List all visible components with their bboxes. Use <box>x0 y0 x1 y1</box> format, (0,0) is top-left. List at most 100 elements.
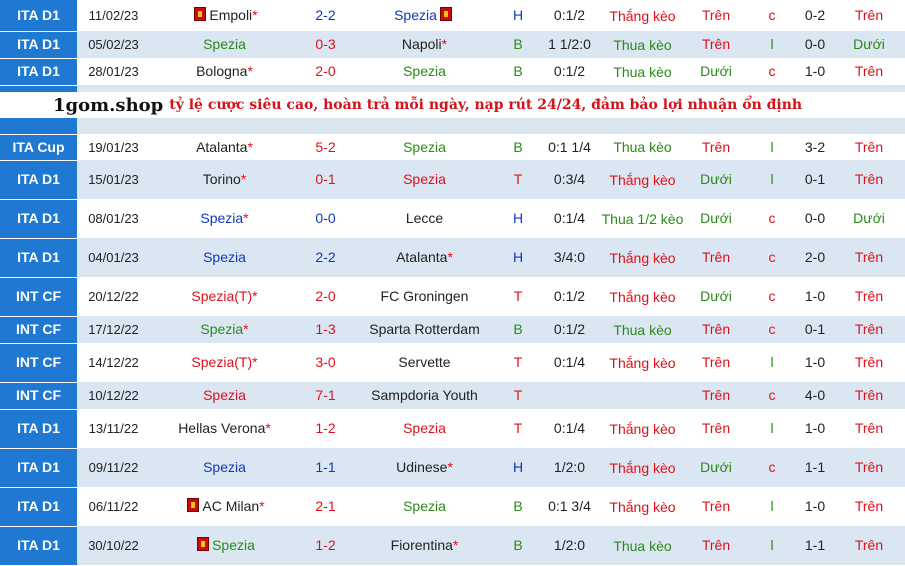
home-team-cell[interactable]: Spezia* <box>150 316 299 343</box>
home-team-name[interactable]: Spezia(T) <box>191 288 253 304</box>
away-team-cell[interactable]: Spezia <box>352 409 497 448</box>
league-cell[interactable]: ITA D1 <box>0 409 77 449</box>
match-score[interactable]: 0-0 <box>315 210 336 226</box>
league-label[interactable]: ITA D1 <box>17 63 60 79</box>
home-team-cell[interactable]: Spezia* <box>150 199 299 238</box>
league-cell[interactable]: INT CF <box>0 343 77 383</box>
promo-banner[interactable]: 1gom.shop tỷ lệ cược siêu cao, hoàn trả … <box>0 92 905 118</box>
home-team-name[interactable]: Hellas Verona <box>178 420 266 436</box>
site-brand[interactable]: 1gom.shop <box>53 94 164 116</box>
league-cell[interactable]: ITA D1 <box>0 448 77 488</box>
home-team-name[interactable]: Bologna <box>196 63 248 79</box>
league-label[interactable]: INT CF <box>15 354 62 370</box>
league-cell[interactable]: ITA D1 <box>0 0 77 32</box>
league-cell[interactable]: INT CF <box>0 316 77 344</box>
league-label[interactable]: ITA D1 <box>17 210 60 226</box>
league-label[interactable]: INT CF <box>15 387 62 403</box>
score-cell[interactable]: 0-1 <box>299 160 352 199</box>
league-label[interactable]: ITA D1 <box>17 498 60 514</box>
league-label[interactable]: ITA Cup <box>12 138 65 155</box>
home-team-name[interactable]: Spezia <box>200 321 244 337</box>
home-team-cell[interactable]: Spezia <box>150 238 299 277</box>
away-team-name[interactable]: Fiorentina <box>390 537 453 553</box>
home-team-cell[interactable]: Spezia <box>150 382 299 409</box>
league-label[interactable]: INT CF <box>15 321 62 337</box>
league-cell[interactable]: INT CF <box>0 277 77 317</box>
away-team-cell[interactable]: Spezia <box>352 0 497 31</box>
home-team-cell[interactable]: Torino* <box>150 160 299 199</box>
home-team-cell[interactable]: Bologna* <box>150 58 299 85</box>
away-team-name[interactable]: Spezia <box>403 63 446 79</box>
away-team-name[interactable]: Spezia <box>403 171 446 187</box>
home-team-name[interactable]: Spezia(T) <box>191 354 253 370</box>
home-team-name[interactable]: Spezia <box>203 36 246 52</box>
league-cell[interactable]: ITA D1 <box>0 526 77 566</box>
home-team-name[interactable]: Spezia <box>200 210 244 226</box>
league-cell[interactable]: ITA D1 <box>0 487 77 527</box>
away-team-cell[interactable]: Spezia <box>352 134 497 160</box>
score-cell[interactable]: 1-2 <box>299 409 352 448</box>
home-team-cell[interactable]: Spezia <box>150 526 299 565</box>
away-team-cell[interactable]: Napoli* <box>352 31 497 58</box>
away-team-cell[interactable]: Udinese* <box>352 448 497 487</box>
league-cell[interactable]: ITA D1 <box>0 238 77 278</box>
league-label[interactable]: ITA D1 <box>17 459 60 475</box>
home-team-name[interactable]: Spezia <box>203 459 246 475</box>
match-score[interactable]: 5-2 <box>315 138 336 155</box>
away-team-cell[interactable]: Lecce <box>352 199 497 238</box>
score-cell[interactable]: 5-2 <box>299 134 352 160</box>
home-team-name[interactable]: Spezia <box>203 387 246 403</box>
home-team-name[interactable]: Atalanta <box>196 138 248 155</box>
match-score[interactable]: 1-1 <box>315 459 336 475</box>
match-score[interactable]: 2-2 <box>315 249 336 265</box>
match-score[interactable]: 3-0 <box>315 354 336 370</box>
away-team-name[interactable]: Sampdoria Youth <box>371 387 478 403</box>
match-score[interactable]: 1-3 <box>315 321 336 337</box>
away-team-name[interactable]: Udinese <box>396 459 448 475</box>
away-team-cell[interactable]: Spezia <box>352 160 497 199</box>
away-team-name[interactable]: Sparta Rotterdam <box>369 321 480 337</box>
league-label[interactable]: ITA D1 <box>17 6 60 23</box>
score-cell[interactable]: 3-0 <box>299 343 352 382</box>
league-label[interactable]: ITA D1 <box>17 249 60 265</box>
league-label[interactable]: ITA D1 <box>17 420 60 436</box>
home-team-cell[interactable]: AC Milan* <box>150 487 299 526</box>
away-team-name[interactable]: Spezia <box>403 420 446 436</box>
home-team-cell[interactable]: Spezia <box>150 31 299 58</box>
away-team-name[interactable]: Lecce <box>405 210 444 226</box>
away-team-cell[interactable]: Sampdoria Youth <box>352 382 497 409</box>
match-score[interactable]: 7-1 <box>315 387 336 403</box>
league-cell[interactable]: INT CF <box>0 382 77 410</box>
home-team-cell[interactable]: Hellas Verona* <box>150 409 299 448</box>
away-team-name[interactable]: Spezia <box>403 498 446 514</box>
score-cell[interactable]: 1-1 <box>299 448 352 487</box>
match-score[interactable]: 0-3 <box>315 36 336 52</box>
match-score[interactable]: 2-1 <box>315 498 336 514</box>
home-team-cell[interactable]: Spezia(T)* <box>150 277 299 316</box>
score-cell[interactable]: 2-0 <box>299 58 352 85</box>
home-team-name[interactable]: Spezia <box>203 249 246 265</box>
league-cell[interactable]: ITA D1 <box>0 199 77 239</box>
away-team-name[interactable]: Servette <box>398 354 451 370</box>
league-label[interactable]: ITA D1 <box>17 171 60 187</box>
league-label[interactable]: ITA D1 <box>17 36 60 52</box>
home-team-name[interactable]: Spezia <box>212 537 255 553</box>
score-cell[interactable]: 2-1 <box>299 487 352 526</box>
away-team-cell[interactable]: Spezia <box>352 487 497 526</box>
league-cell[interactable]: ITA D1 <box>0 160 77 200</box>
away-team-name[interactable]: FC Groningen <box>380 288 469 304</box>
league-label[interactable]: ITA D1 <box>17 537 60 553</box>
away-team-cell[interactable]: Atalanta* <box>352 238 497 277</box>
score-cell[interactable]: 1-2 <box>299 526 352 565</box>
home-team-cell[interactable]: Spezia(T)* <box>150 343 299 382</box>
away-team-name[interactable]: Atalanta <box>396 249 448 265</box>
home-team-cell[interactable]: Empoli* <box>150 0 299 31</box>
home-team-name[interactable]: AC Milan <box>202 498 260 514</box>
home-team-name[interactable]: Empoli <box>209 7 253 23</box>
away-team-cell[interactable]: Servette <box>352 343 497 382</box>
score-cell[interactable]: 0-0 <box>299 199 352 238</box>
match-score[interactable]: 2-0 <box>315 63 336 79</box>
league-cell[interactable]: ITA D1 <box>0 31 77 59</box>
score-cell[interactable]: 2-2 <box>299 238 352 277</box>
home-team-cell[interactable]: Spezia <box>150 448 299 487</box>
